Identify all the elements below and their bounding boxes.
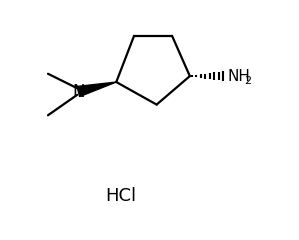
Text: 2: 2 [244, 76, 251, 86]
Text: N: N [72, 83, 85, 101]
Text: NH: NH [227, 69, 250, 84]
Text: HCl: HCl [106, 187, 137, 205]
Polygon shape [77, 82, 116, 96]
